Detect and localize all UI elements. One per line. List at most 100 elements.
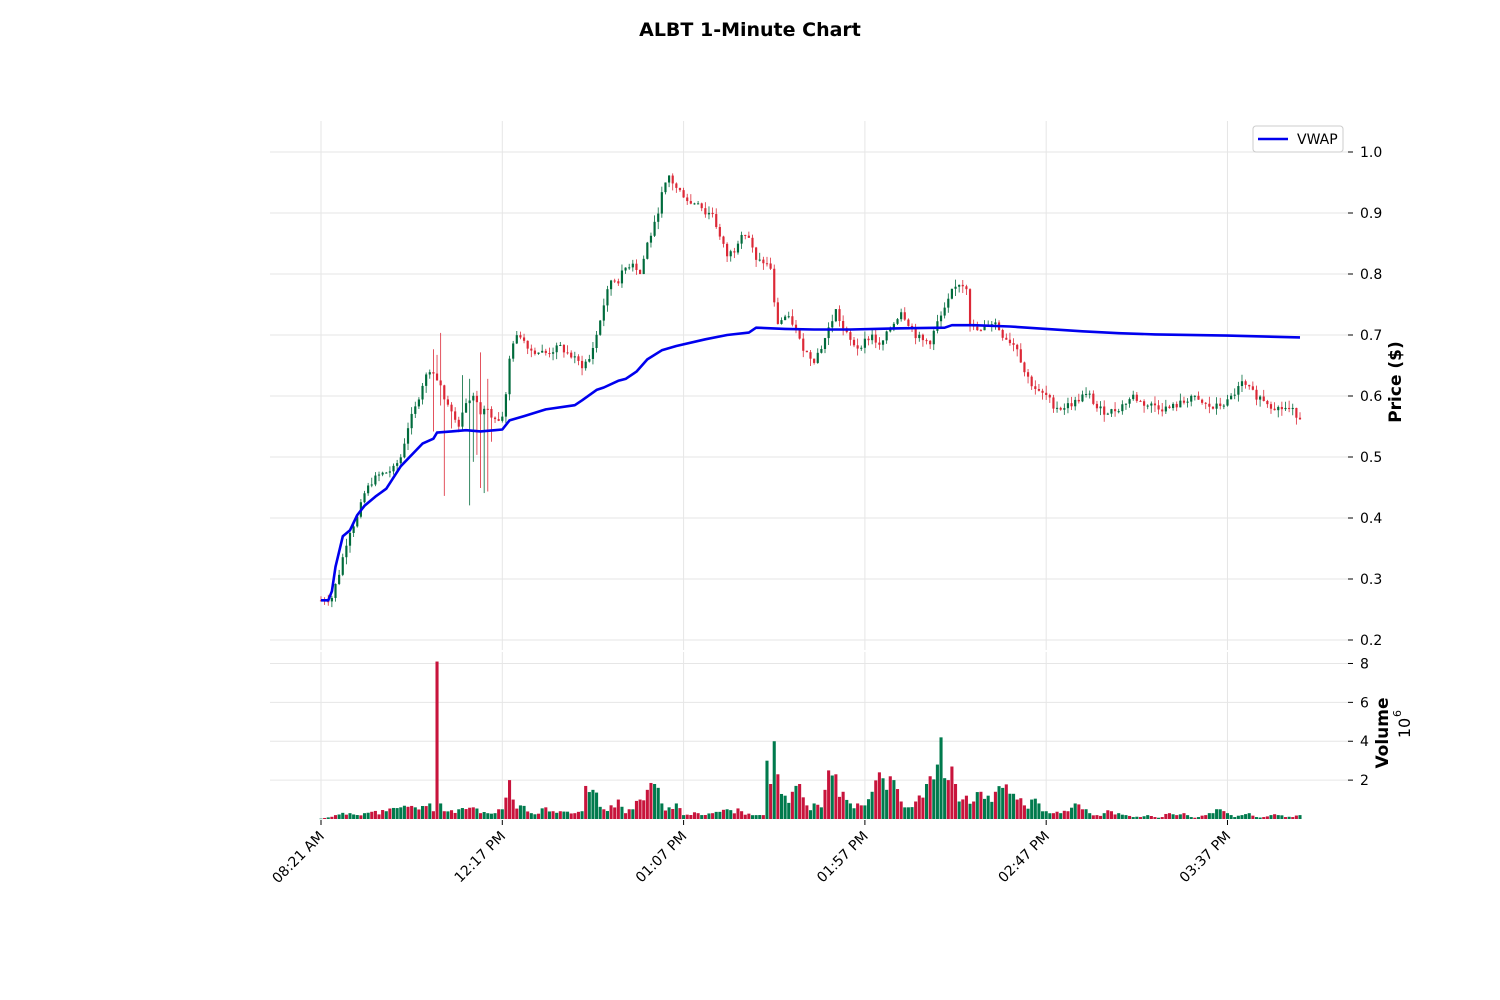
volume-bar: [885, 789, 889, 819]
volume-bar: [558, 811, 562, 819]
volume-bar: [1262, 817, 1266, 819]
volume-bar: [1200, 815, 1204, 819]
price-tick-label: 0.4: [1360, 511, 1382, 527]
candle: [668, 175, 671, 188]
candle: [1121, 400, 1124, 415]
volume-bar: [497, 809, 501, 819]
volume-bar: [939, 737, 943, 819]
volume-bar: [703, 814, 707, 819]
x-tick-label: 12:17 PM: [452, 829, 510, 887]
volume-bar: [634, 800, 638, 819]
volume-bar: [1059, 813, 1063, 819]
volume-bar: [1265, 816, 1269, 819]
x-tick-label: 02:47 PM: [996, 829, 1054, 887]
volume-tick-label: 6: [1360, 695, 1369, 711]
volume-bar: [319, 818, 323, 820]
volume-bar: [1022, 805, 1026, 819]
volume-bar: [402, 805, 406, 819]
volume-bar: [1120, 814, 1124, 819]
candle: [635, 259, 638, 275]
volume-bar: [1041, 811, 1045, 819]
candle: [1142, 399, 1146, 413]
volume-bar: [522, 805, 526, 819]
candle: [787, 311, 790, 319]
candle: [548, 347, 551, 358]
candle: [1233, 388, 1236, 400]
volume-bar: [808, 810, 813, 819]
volume-bar: [692, 812, 697, 819]
volume-bar: [482, 812, 486, 819]
candle: [954, 279, 957, 296]
candle: [838, 305, 841, 327]
candle: [678, 187, 682, 192]
volume-bar: [1001, 787, 1005, 819]
candle: [1095, 400, 1099, 412]
volume-bar: [1106, 810, 1110, 819]
candle: [878, 337, 881, 350]
volume-bar: [504, 797, 508, 819]
candle: [1037, 383, 1041, 392]
candle: [646, 241, 649, 260]
volume-bar: [660, 803, 664, 819]
candle: [950, 288, 953, 300]
volume-bar: [609, 805, 613, 819]
candle: [925, 338, 928, 345]
candle: [958, 284, 961, 293]
volume-bar: [500, 809, 504, 819]
candle: [1045, 385, 1048, 400]
candle: [638, 269, 642, 275]
candle: [642, 255, 645, 275]
price-tick-label: 0.5: [1360, 450, 1382, 466]
candle: [512, 340, 515, 362]
candle: [682, 187, 685, 198]
chart-title: ALBT 1-Minute Chart: [639, 19, 861, 41]
volume-bar: [790, 791, 794, 819]
volume-bar: [1095, 815, 1099, 819]
candle: [515, 331, 518, 345]
candle: [740, 231, 743, 249]
volume-bar: [769, 784, 773, 819]
volume-bar: [997, 786, 1001, 819]
candle: [570, 350, 573, 359]
volume-bar: [1215, 809, 1219, 819]
volume-bar: [1080, 809, 1084, 819]
volume-bar: [983, 798, 987, 819]
candle: [577, 354, 580, 366]
volume-bar: [1233, 817, 1237, 819]
candle: [747, 231, 750, 238]
volume-bar: [1026, 808, 1030, 819]
candle: [428, 369, 431, 379]
candle: [526, 340, 529, 355]
volume-bar: [765, 760, 769, 819]
volume-bar: [1298, 815, 1302, 819]
candle: [559, 341, 562, 347]
volume-bar: [1131, 817, 1135, 819]
candle: [686, 193, 689, 205]
volume-bar: [645, 789, 649, 819]
volume-bar: [457, 809, 461, 819]
legend-box: [1252, 125, 1344, 153]
volume-bar: [888, 776, 892, 819]
volume-bar: [682, 815, 686, 819]
candle: [377, 471, 381, 482]
volume-bar: [772, 741, 776, 819]
volume-bar: [518, 805, 522, 819]
volume-bar: [569, 813, 573, 819]
volume-bar: [718, 811, 722, 819]
candle: [1255, 385, 1258, 406]
candle: [1230, 393, 1233, 400]
volume-bar: [446, 811, 450, 819]
volume-bar: [841, 791, 845, 819]
volume-bar: [711, 813, 715, 819]
volume-bar: [1276, 815, 1280, 819]
candle: [599, 319, 602, 336]
candle: [1106, 412, 1109, 415]
volume-bar: [707, 813, 711, 819]
volume-bar: [877, 772, 881, 819]
volume-bar: [834, 774, 838, 819]
candle: [729, 249, 732, 262]
candle: [1016, 343, 1019, 357]
candle: [653, 215, 656, 237]
candle: [867, 336, 870, 346]
x-tick-label: 01:57 PM: [814, 829, 872, 887]
